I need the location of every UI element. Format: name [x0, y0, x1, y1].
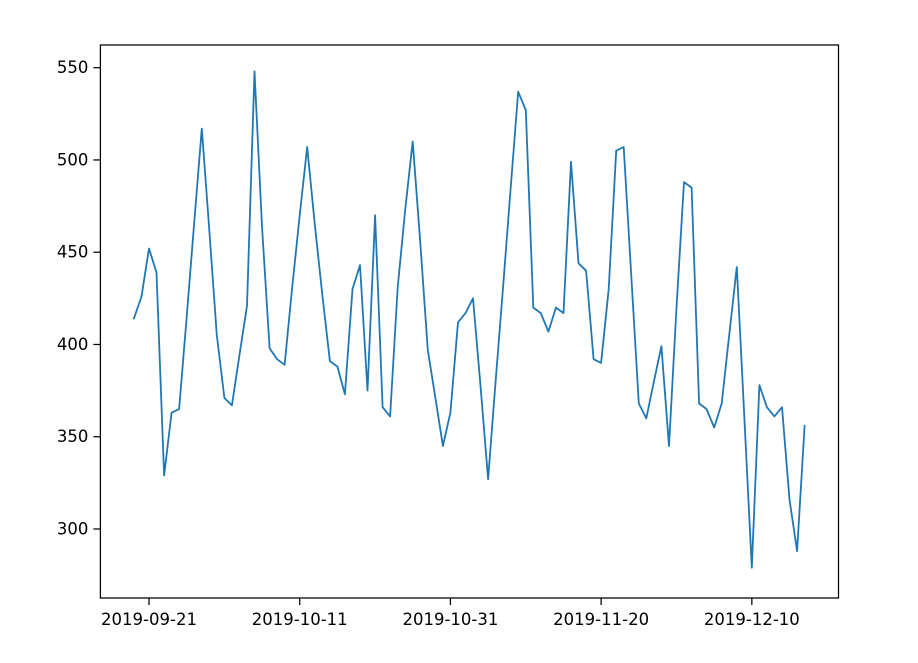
x-tick-label: 2019-11-20 [553, 610, 649, 629]
y-tick-label: 400 [57, 335, 89, 354]
y-tick-label: 500 [57, 150, 89, 169]
y-tick-label: 450 [57, 243, 89, 262]
x-tick-label: 2019-09-21 [101, 610, 197, 629]
data-line-series [132, 70, 806, 569]
y-tick-label: 550 [57, 58, 89, 77]
y-tick-label: 300 [57, 519, 89, 538]
axes-frame [99, 44, 840, 599]
y-tick-label: 350 [57, 427, 89, 446]
x-tick-label: 2019-10-11 [252, 610, 348, 629]
x-tick-label: 2019-12-10 [704, 610, 800, 629]
x-tick-label: 2019-10-31 [402, 610, 498, 629]
